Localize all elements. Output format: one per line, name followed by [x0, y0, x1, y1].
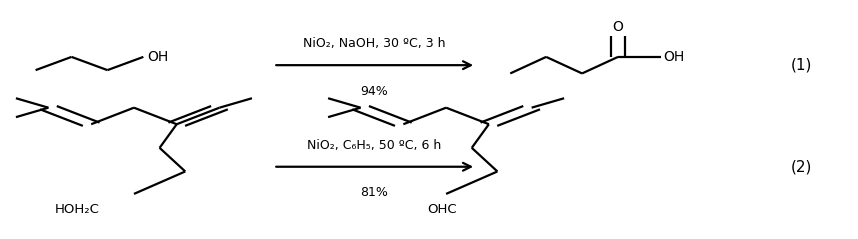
Text: (1): (1)	[790, 58, 812, 73]
Text: O: O	[613, 21, 624, 34]
Text: 94%: 94%	[360, 85, 388, 98]
Text: OH: OH	[147, 50, 168, 64]
Text: NiO₂, NaOH, 30 ºC, 3 h: NiO₂, NaOH, 30 ºC, 3 h	[303, 38, 445, 50]
Text: OHC: OHC	[427, 203, 456, 216]
Text: HOH₂C: HOH₂C	[54, 203, 100, 216]
Text: NiO₂, C₆H₅, 50 ºC, 6 h: NiO₂, C₆H₅, 50 ºC, 6 h	[307, 139, 441, 152]
Text: OH: OH	[663, 50, 685, 64]
Text: (2): (2)	[790, 159, 812, 174]
Text: 81%: 81%	[360, 186, 388, 199]
